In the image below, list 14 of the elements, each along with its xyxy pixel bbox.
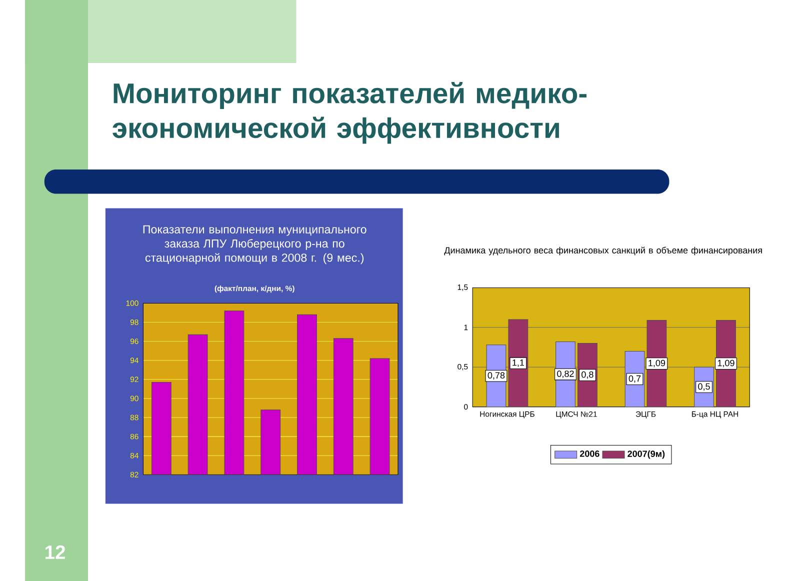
data-label: 1,09	[648, 360, 666, 368]
chart-title: Показатели выполнения муниципального заказа ЛПУ Люберецкого р-на по стационарной помощи в 2008 г. (9 мес.)	[143, 225, 366, 264]
chart-title: Динамика удельного веса финансовых санкций в объеме финансирования	[444, 246, 762, 256]
data-label: 0,8	[582, 371, 594, 379]
text: 12	[46, 545, 66, 559]
data-label: 0,7	[628, 375, 641, 383]
text: Мониторинг показателей медико-экономической эффективности	[112, 82, 586, 144]
data-label: 1,09	[718, 360, 734, 368]
legend-label: 2007(9м)	[628, 450, 665, 459]
data-label: 0,5	[698, 383, 710, 391]
legend-label: 2006	[580, 450, 600, 457]
data-label: 0,82	[557, 370, 574, 378]
data-label: 0,78	[488, 372, 505, 380]
data-label: 1,1	[512, 359, 524, 367]
